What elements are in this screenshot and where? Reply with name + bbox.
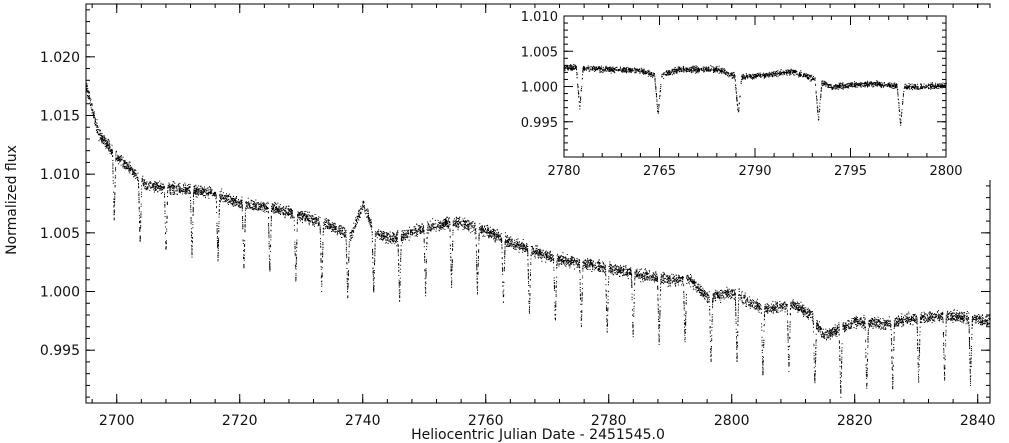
- main-scatter-points: [86, 83, 991, 398]
- main-y-tick-label: 1.020: [40, 50, 80, 66]
- main-plot-frame: [85, 3, 991, 404]
- main-x-tick-label: 2780: [591, 413, 627, 429]
- main-x-tick-label: 2760: [468, 413, 504, 429]
- main-data-points: [86, 83, 991, 398]
- main-y-tick-label: 1.010: [40, 167, 80, 183]
- main-x-tick-label: 2820: [837, 413, 873, 429]
- main-y-tick-label: 1.015: [40, 108, 80, 124]
- inset-x-tick-label: 2795: [834, 164, 867, 179]
- main-y-tick-label: 1.005: [40, 226, 80, 242]
- inset-axes: 2780 2765 2790 2795 2800 0.995 1.000 1.005 1.010: [521, 10, 963, 179]
- inset-y-tick-label: 0.995: [521, 116, 558, 131]
- main-x-tick-label: 2800: [714, 413, 750, 429]
- inset-y-tick-label: 1.005: [521, 45, 558, 60]
- inset-x-tick-label: 2790: [738, 164, 771, 179]
- inset-panel-background: [512, 8, 992, 180]
- inset-y-tick-label: 1.010: [521, 10, 558, 25]
- main-x-tick-label: 2720: [222, 413, 258, 429]
- main-y-tick-label: 1.000: [40, 285, 80, 301]
- main-y-tick-label: 0.995: [40, 343, 80, 359]
- inset-scatter-points: [564, 63, 947, 126]
- inset-x-tick-label: 2800: [929, 164, 962, 179]
- inset-y-tick-label: 1.000: [521, 81, 558, 96]
- inset-x-tick-label: 2765: [643, 164, 676, 179]
- inset-x-tick-label: 2780: [547, 164, 580, 179]
- main-x-tick-label: 2840: [960, 413, 996, 429]
- inset-data-points: [564, 63, 947, 126]
- main-x-axis-title: Heliocentric Julian Date - 2451545.0: [411, 427, 665, 443]
- main-y-axis-title: Normalized flux: [4, 145, 20, 255]
- main-x-tick-label: 2700: [99, 413, 135, 429]
- main-axes: 2700 2720 2740 2760 2780 2800 2820 2840 0.995 1.0…: [40, 3, 996, 429]
- main-x-tick-label: 2740: [345, 413, 381, 429]
